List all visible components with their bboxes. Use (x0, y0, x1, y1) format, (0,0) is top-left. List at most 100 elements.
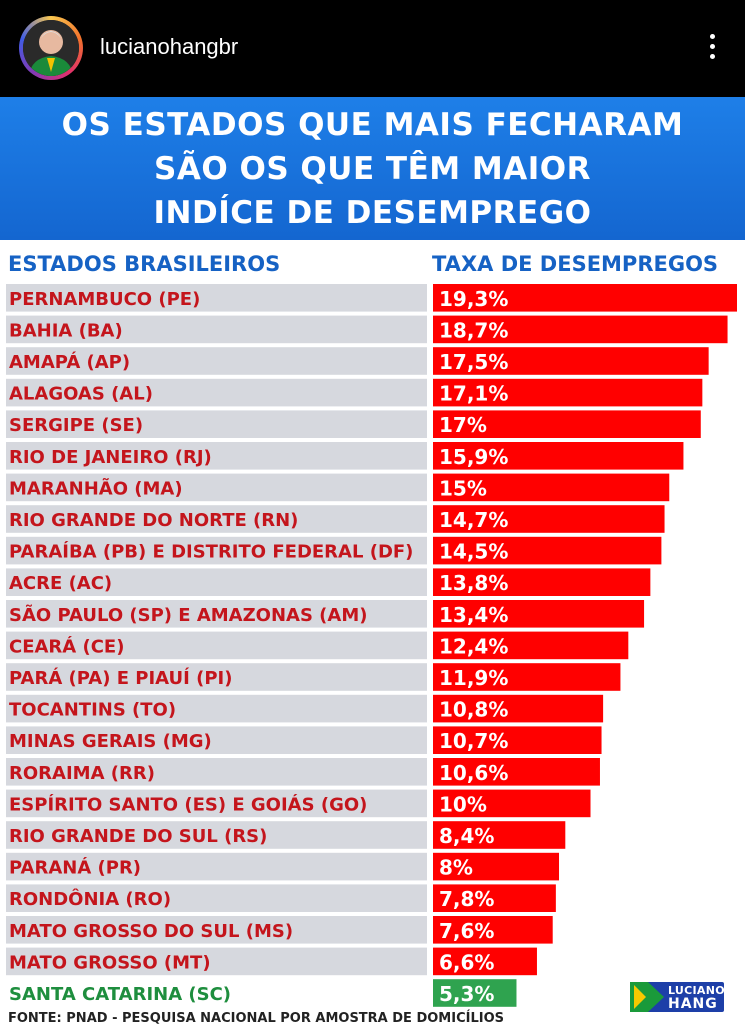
luciano-hang-logo: LUCIANO HANG (630, 982, 725, 1012)
state-label: MATO GROSSO DO SUL (MS) (9, 921, 293, 942)
rate-value-label: 15,9% (439, 445, 508, 469)
state-label: RIO GRANDE DO SUL (RS) (9, 826, 267, 847)
rate-value-label: 19,3% (439, 287, 508, 311)
rate-value-label: 10,8% (439, 698, 508, 722)
rate-bar (433, 789, 591, 818)
rate-value-label: 8% (439, 856, 473, 880)
state-label: SÃO PAULO (SP) E AMAZONAS (AM) (9, 603, 367, 626)
username[interactable]: lucianohangbr (100, 34, 239, 59)
rate-value-label: 13,8% (439, 571, 508, 595)
rate-value-label: 17,5% (439, 350, 508, 374)
rate-value-label: 15% (439, 476, 487, 500)
row-background (6, 663, 427, 691)
post-header: lucianohangbr (0, 0, 745, 97)
unemployment-bar-chart: PERNAMBUCO (PE) 19,3% BAHIA (BA) 18,7% AMAPÁ… (6, 284, 737, 1007)
state-label: SERGIPE (SE) (9, 415, 143, 436)
rate-bar (433, 694, 604, 723)
rate-bar (433, 631, 629, 660)
row-background (6, 758, 427, 786)
rate-value-label: 8,4% (439, 824, 494, 848)
state-label: RIO DE JANEIRO (RJ) (9, 447, 212, 468)
state-label: PERNAMBUCO (PE) (9, 289, 200, 310)
state-label: MARANHÃO (MA) (9, 476, 183, 499)
rate-value-label: 12,4% (439, 634, 508, 658)
rate-bar (433, 347, 709, 375)
rate-value-label: 10% (439, 792, 487, 816)
row-background (6, 442, 427, 470)
rate-bar (433, 663, 621, 691)
rate-bar (433, 947, 537, 976)
row-background (6, 410, 427, 438)
rate-bar (433, 884, 556, 912)
row-background (6, 694, 427, 723)
row-background (6, 347, 427, 375)
state-label: TOCANTINS (TO) (9, 700, 176, 721)
state-label: PARAÍBA (PB) E DISTRITO FEDERAL (DF) (9, 541, 413, 563)
state-label: ESPÍRITO SANTO (ES) E GOIÁS (GO) (9, 793, 367, 815)
state-label: PARÁ (PA) E PIAUÍ (PI) (9, 667, 232, 689)
state-label: ALAGOAS (AL) (9, 384, 153, 405)
state-label: SANTA CATARINA (SC) (9, 984, 231, 1005)
rate-bar (433, 758, 600, 786)
story-ring[interactable] (19, 16, 83, 80)
headline-banner: OS ESTADOS QUE MAIS FECHARAM SÃO OS QUE … (0, 97, 745, 240)
state-label: RORAIMA (RR) (9, 763, 155, 784)
rate-value-label: 18,7% (439, 318, 508, 342)
state-label: CEARÁ (CE) (9, 635, 124, 657)
row-background (6, 789, 427, 818)
rate-value-label: 5,3% (439, 982, 494, 1006)
row-background (6, 884, 427, 912)
brand-flag-icon (630, 982, 724, 1012)
column-header-rate: TAXA DE DESEMPREGOS (432, 252, 719, 276)
rate-value-label: 7,8% (439, 887, 494, 911)
rate-value-label: 17,1% (439, 382, 508, 406)
rate-bar (433, 821, 566, 849)
row-background (6, 600, 427, 628)
row-background (6, 821, 427, 849)
state-label: MINAS GERAIS (MG) (9, 731, 212, 752)
row-background (6, 852, 427, 881)
rate-bar (433, 600, 645, 628)
row-background (6, 726, 427, 754)
state-label: AMAPÁ (AP) (9, 351, 130, 373)
rate-bar (433, 536, 662, 565)
row-background (6, 505, 427, 533)
row-background (6, 473, 427, 502)
row-background (6, 378, 427, 407)
state-label: RONDÔNIA (RO) (9, 888, 171, 910)
column-header-states: ESTADOS BRASILEIROS (8, 252, 281, 276)
rate-bar (433, 410, 701, 438)
more-options-icon[interactable] (707, 34, 717, 64)
rate-bar (433, 378, 703, 407)
brand-name-line-1: LUCIANO (668, 984, 725, 997)
rate-bar (433, 473, 670, 502)
rate-value-label: 14,7% (439, 508, 508, 532)
row-background (6, 631, 427, 660)
headline-line-2: SÃO OS QUE TÊM MAIOR (154, 151, 591, 187)
rate-bar (433, 442, 684, 470)
row-background (6, 284, 427, 312)
rate-bar (433, 726, 602, 754)
rate-bar (433, 852, 560, 881)
state-label: RIO GRANDE DO NORTE (RN) (9, 510, 298, 531)
state-label: BAHIA (BA) (9, 320, 123, 341)
headline-line-3: INDÍCE DE DESEMPREGO (153, 195, 592, 231)
rate-bar (433, 315, 728, 344)
rate-value-label: 7,6% (439, 919, 494, 943)
headline-line-1: OS ESTADOS QUE MAIS FECHARAM (61, 107, 684, 143)
row-background (6, 947, 427, 976)
rate-value-label: 14,5% (439, 540, 508, 564)
row-background (6, 536, 427, 565)
state-label: MATO GROSSO (MT) (9, 952, 211, 973)
rate-bar (433, 568, 651, 596)
rate-bar (433, 284, 737, 312)
rate-bar (433, 505, 665, 533)
rate-value-label: 6,6% (439, 950, 494, 974)
rate-value-label: 11,9% (439, 666, 508, 690)
row-background (6, 315, 427, 344)
avatar[interactable] (23, 20, 79, 76)
rate-bar (433, 916, 553, 944)
rate-value-label: 10,7% (439, 729, 508, 753)
brand-name-line-2: HANG (668, 996, 718, 1012)
state-label: PARANÁ (PR) (9, 857, 141, 879)
